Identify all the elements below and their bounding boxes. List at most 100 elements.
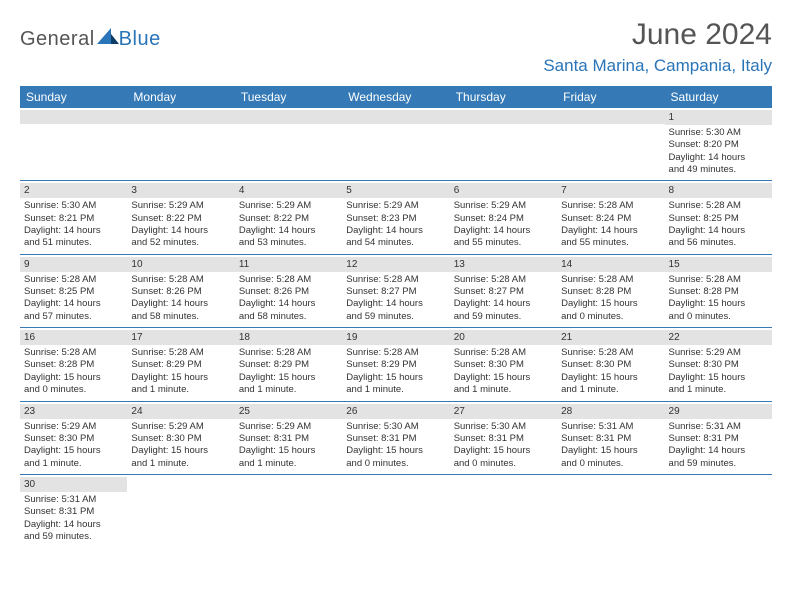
day-info-line: Daylight: 15 hours xyxy=(561,372,660,384)
day-number: 24 xyxy=(127,404,234,419)
day-info-line: Sunrise: 5:28 AM xyxy=(239,274,338,286)
day-info-line: Sunrise: 5:29 AM xyxy=(24,421,123,433)
day-cell: 8Sunrise: 5:28 AMSunset: 8:25 PMDaylight… xyxy=(665,181,772,253)
day-info-line: Sunrise: 5:28 AM xyxy=(454,274,553,286)
day-info-line: and 54 minutes. xyxy=(346,237,445,249)
day-info-line: Sunrise: 5:29 AM xyxy=(239,200,338,212)
day-info-line: Daylight: 14 hours xyxy=(24,298,123,310)
day-cell: 28Sunrise: 5:31 AMSunset: 8:31 PMDayligh… xyxy=(557,402,664,474)
logo-text-general: General xyxy=(20,28,95,51)
day-number: 4 xyxy=(235,183,342,198)
day-cell: 5Sunrise: 5:29 AMSunset: 8:23 PMDaylight… xyxy=(342,181,449,253)
day-number: 6 xyxy=(450,183,557,198)
day-info-line: Sunset: 8:22 PM xyxy=(239,213,338,225)
day-info-line: Sunset: 8:28 PM xyxy=(24,359,123,371)
day-info-line: Daylight: 15 hours xyxy=(131,445,230,457)
day-cell: 7Sunrise: 5:28 AMSunset: 8:24 PMDaylight… xyxy=(557,181,664,253)
day-number: 1 xyxy=(665,110,772,125)
day-number: 8 xyxy=(665,183,772,198)
day-info-line: and 1 minute. xyxy=(24,458,123,470)
day-cell: 22Sunrise: 5:29 AMSunset: 8:30 PMDayligh… xyxy=(665,328,772,400)
day-number: 18 xyxy=(235,330,342,345)
day-info-line: Daylight: 14 hours xyxy=(561,225,660,237)
day-cell xyxy=(557,108,664,180)
day-info-line: Sunrise: 5:30 AM xyxy=(346,421,445,433)
day-cell xyxy=(127,475,234,547)
day-cell: 26Sunrise: 5:30 AMSunset: 8:31 PMDayligh… xyxy=(342,402,449,474)
day-info-line: and 0 minutes. xyxy=(561,458,660,470)
week-row: 23Sunrise: 5:29 AMSunset: 8:30 PMDayligh… xyxy=(20,402,772,475)
weekday-header-row: SundayMondayTuesdayWednesdayThursdayFrid… xyxy=(20,86,772,108)
day-info-line: and 57 minutes. xyxy=(24,311,123,323)
day-number: 28 xyxy=(557,404,664,419)
day-info-line: Sunrise: 5:28 AM xyxy=(239,347,338,359)
empty-daynum-bar xyxy=(450,110,557,124)
day-cell: 19Sunrise: 5:28 AMSunset: 8:29 PMDayligh… xyxy=(342,328,449,400)
day-info-line: and 56 minutes. xyxy=(669,237,768,249)
day-info-line: Sunrise: 5:29 AM xyxy=(239,421,338,433)
day-info-line: Sunset: 8:21 PM xyxy=(24,213,123,225)
week-row: 2Sunrise: 5:30 AMSunset: 8:21 PMDaylight… xyxy=(20,181,772,254)
empty-daynum-bar xyxy=(557,110,664,124)
day-info-line: Sunset: 8:31 PM xyxy=(454,433,553,445)
day-cell: 24Sunrise: 5:29 AMSunset: 8:30 PMDayligh… xyxy=(127,402,234,474)
day-cell: 15Sunrise: 5:28 AMSunset: 8:28 PMDayligh… xyxy=(665,255,772,327)
logo-text-blue: Blue xyxy=(119,28,161,51)
day-cell: 10Sunrise: 5:28 AMSunset: 8:26 PMDayligh… xyxy=(127,255,234,327)
weekday-cell: Monday xyxy=(127,86,234,108)
day-cell: 20Sunrise: 5:28 AMSunset: 8:30 PMDayligh… xyxy=(450,328,557,400)
day-number: 13 xyxy=(450,257,557,272)
day-info-line: Sunrise: 5:28 AM xyxy=(346,347,445,359)
day-cell: 11Sunrise: 5:28 AMSunset: 8:26 PMDayligh… xyxy=(235,255,342,327)
day-info-line: and 59 minutes. xyxy=(454,311,553,323)
day-info-line: and 52 minutes. xyxy=(131,237,230,249)
week-row: 9Sunrise: 5:28 AMSunset: 8:25 PMDaylight… xyxy=(20,255,772,328)
weekday-cell: Saturday xyxy=(665,86,772,108)
day-info-line: Sunset: 8:30 PM xyxy=(454,359,553,371)
day-info-line: Sunset: 8:20 PM xyxy=(669,139,768,151)
day-info-line: Daylight: 14 hours xyxy=(24,225,123,237)
day-cell: 4 Sunrise: 5:29 AMSunset: 8:22 PMDaylight… xyxy=(235,181,342,253)
day-info-line: Daylight: 14 hours xyxy=(239,225,338,237)
day-info-line: Sunset: 8:29 PM xyxy=(239,359,338,371)
title-block: June 2024 Santa Marina, Campania, Italy xyxy=(543,18,772,76)
day-info-line: Daylight: 14 hours xyxy=(24,519,123,531)
day-number: 17 xyxy=(127,330,234,345)
day-cell xyxy=(557,475,664,547)
day-info-line: Daylight: 14 hours xyxy=(669,152,768,164)
page-title: June 2024 xyxy=(543,18,772,52)
day-cell: 6Sunrise: 5:29 AMSunset: 8:24 PMDaylight… xyxy=(450,181,557,253)
weekday-cell: Wednesday xyxy=(342,86,449,108)
day-info-line: and 0 minutes. xyxy=(24,384,123,396)
day-info-line: Daylight: 14 hours xyxy=(454,298,553,310)
day-info-line: Sunset: 8:27 PM xyxy=(454,286,553,298)
day-info-line: and 1 minute. xyxy=(239,458,338,470)
empty-daynum-bar xyxy=(235,110,342,124)
day-info-line: Sunrise: 5:31 AM xyxy=(561,421,660,433)
day-info-line: Sunrise: 5:28 AM xyxy=(24,274,123,286)
day-number: 2 xyxy=(20,183,127,198)
day-info-line: Daylight: 15 hours xyxy=(239,372,338,384)
day-cell: 2 Sunrise: 5:30 AMSunset: 8:21 PMDaylight… xyxy=(20,181,127,253)
day-info-line: Sunset: 8:30 PM xyxy=(24,433,123,445)
day-info-line: Sunrise: 5:30 AM xyxy=(24,200,123,212)
day-info-line: Sunset: 8:24 PM xyxy=(561,213,660,225)
day-info-line: Daylight: 14 hours xyxy=(131,298,230,310)
day-info-line: Sunrise: 5:28 AM xyxy=(669,200,768,212)
day-info-line: and 1 minute. xyxy=(131,458,230,470)
day-info-line: Sunset: 8:25 PM xyxy=(669,213,768,225)
location-subtitle: Santa Marina, Campania, Italy xyxy=(543,56,772,76)
weeks-container: 1Sunrise: 5:30 AMSunset: 8:20 PMDaylight… xyxy=(20,108,772,547)
day-cell: 12Sunrise: 5:28 AMSunset: 8:27 PMDayligh… xyxy=(342,255,449,327)
day-number: 26 xyxy=(342,404,449,419)
day-info-line: and 53 minutes. xyxy=(239,237,338,249)
day-info-line: Daylight: 14 hours xyxy=(454,225,553,237)
day-cell xyxy=(450,108,557,180)
day-info-line: and 0 minutes. xyxy=(454,458,553,470)
day-info-line: Sunset: 8:24 PM xyxy=(454,213,553,225)
day-info-line: Daylight: 15 hours xyxy=(24,445,123,457)
calendar: SundayMondayTuesdayWednesdayThursdayFrid… xyxy=(20,86,772,547)
day-info-line: and 59 minutes. xyxy=(24,531,123,543)
day-number: 11 xyxy=(235,257,342,272)
day-info-line: Daylight: 14 hours xyxy=(346,225,445,237)
